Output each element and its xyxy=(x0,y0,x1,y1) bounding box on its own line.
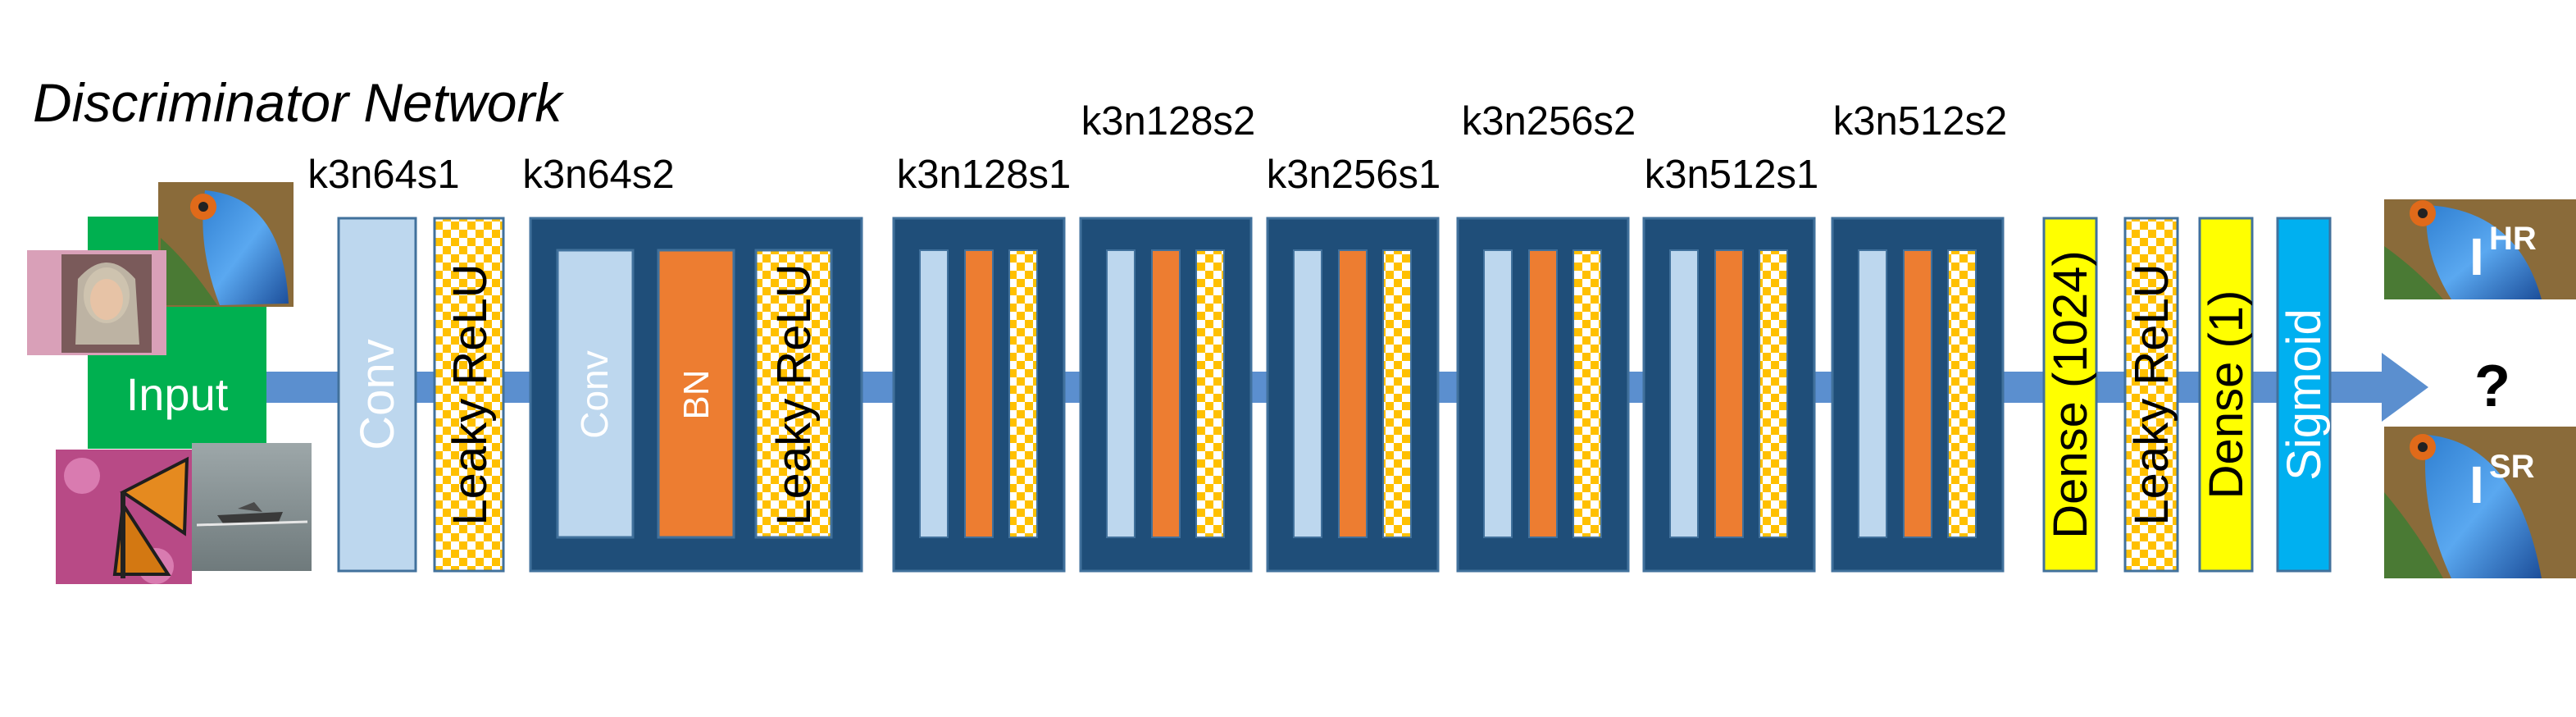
conv-layer xyxy=(1106,249,1136,538)
leaky-relu-layer xyxy=(754,249,833,539)
block-label: k3n128s2 xyxy=(1081,99,1256,144)
block-label: k3n512s2 xyxy=(1833,99,2008,144)
conv-layer xyxy=(337,217,417,573)
mandrill-thumbnail xyxy=(158,182,294,307)
repeated-block: k3n512s2 xyxy=(1831,99,2008,573)
sigmoid-layer xyxy=(2276,217,2332,573)
conv-layer xyxy=(1483,249,1513,538)
bn-layer xyxy=(1151,249,1181,538)
sr-label: I xyxy=(2469,455,2484,514)
boat-thumbnail xyxy=(192,443,312,571)
leaky-relu-label: Leaky ReLU xyxy=(2125,263,2178,525)
second-block-label: k3n64s2 xyxy=(522,153,674,197)
diagram-title: Discriminator Network xyxy=(33,72,564,133)
leaky-relu-layer xyxy=(1947,249,1977,538)
repeated-block: k3n128s1 xyxy=(892,153,1072,573)
leaky-relu-layer xyxy=(433,217,505,573)
bn-layer xyxy=(657,249,735,539)
portrait-thumbnail xyxy=(27,250,166,355)
input-label: Input xyxy=(126,368,229,420)
repeated-block: k3n256s1 xyxy=(1266,153,1441,573)
leaky-relu-layer xyxy=(1008,249,1038,538)
conv-bn-block: Conv BN Leaky ReLU xyxy=(529,217,863,573)
leaky-relu-label: Leaky ReLU xyxy=(444,263,497,525)
conv-layer-label: Conv xyxy=(573,350,616,438)
bn-layer xyxy=(1528,249,1558,538)
hr-image xyxy=(2384,199,2576,299)
leaky-relu-layer xyxy=(2123,217,2179,573)
sr-image xyxy=(2384,427,2576,578)
butterfly-thumbnail xyxy=(56,450,192,584)
leaky-relu-layer xyxy=(1759,249,1788,538)
leaky-relu-layer xyxy=(1382,249,1412,538)
block-label: k3n256s2 xyxy=(1462,99,1636,144)
conv-layer xyxy=(919,249,949,538)
question-mark: ? xyxy=(2474,354,2510,419)
repeated-block: k3n128s2 xyxy=(1079,99,1256,573)
repeated-block: k3n256s2 xyxy=(1456,99,1636,573)
block-label: k3n128s1 xyxy=(897,153,1072,197)
conv-layer xyxy=(1858,249,1887,538)
first-block-label: k3n64s1 xyxy=(307,153,459,197)
leaky-relu-label: Leaky ReLU xyxy=(767,263,821,525)
conv-layer xyxy=(1293,249,1322,538)
bn-layer-label: BN xyxy=(676,369,717,419)
conv-layer xyxy=(556,249,635,539)
bn-layer xyxy=(1714,249,1744,538)
leaky-relu-layer xyxy=(1572,249,1602,538)
block-label: k3n512s1 xyxy=(1645,153,1819,197)
hr-superscript: HR xyxy=(2489,221,2537,257)
conv-layer xyxy=(1669,249,1699,538)
input-images: Input xyxy=(27,182,312,584)
bn-layer xyxy=(1903,249,1932,538)
block-label: k3n256s1 xyxy=(1267,153,1441,197)
dense-1024-label: Dense (1024) xyxy=(2044,250,2097,538)
bn-layer xyxy=(1338,249,1368,538)
dense-1-layer xyxy=(2198,217,2254,573)
hr-label: I xyxy=(2469,227,2484,286)
bn-layer xyxy=(964,249,994,538)
sr-superscript: SR xyxy=(2489,449,2535,485)
conv-layer-label: Conv xyxy=(351,339,404,450)
leaky-relu-layer xyxy=(1195,249,1225,538)
sigmoid-label: Sigmoid xyxy=(2278,308,2331,481)
repeated-block: k3n512s1 xyxy=(1642,153,1819,573)
dense-1-label: Dense (1) xyxy=(2200,290,2253,500)
dense-1024-layer xyxy=(2042,217,2098,573)
